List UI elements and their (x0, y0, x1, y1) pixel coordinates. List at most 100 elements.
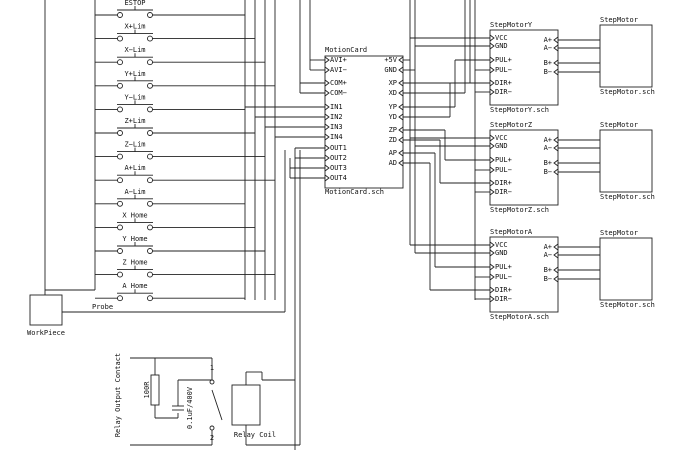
label: WorkPiece (27, 329, 65, 337)
pin (553, 59, 559, 67)
contact (117, 12, 123, 18)
pin (489, 286, 495, 294)
pin (489, 241, 495, 249)
label: DIR+ (495, 179, 512, 187)
label: StepMotor (600, 121, 638, 129)
contact (117, 82, 123, 89)
label: MotionCard (325, 46, 367, 54)
pin (489, 34, 495, 42)
motor (599, 24, 653, 88)
pin (324, 154, 330, 162)
contact (117, 59, 123, 66)
label: A− (544, 251, 552, 259)
label: VCC (495, 34, 508, 42)
label: GND (495, 42, 508, 50)
label: StepMotorZ.sch (490, 206, 549, 214)
pin (489, 142, 495, 150)
contact (117, 106, 123, 113)
label: GND (384, 66, 397, 74)
label: StepMotorY (490, 21, 533, 29)
label: AVI+ (330, 56, 347, 64)
pin (489, 134, 495, 142)
label: OUT4 (330, 174, 347, 182)
label: PUL− (495, 166, 512, 174)
contact (209, 379, 215, 385)
label: StepMotor (600, 229, 638, 237)
pin (489, 88, 495, 96)
label: DIR− (495, 295, 512, 303)
pin (324, 56, 330, 64)
pin (489, 249, 495, 257)
label: StepMotor.sch (600, 88, 655, 96)
label: ZP (389, 126, 397, 134)
pin (398, 79, 404, 87)
label: 1 (210, 364, 214, 372)
label: Y−Lim (124, 93, 145, 101)
label: AD (389, 159, 397, 167)
pin (489, 295, 495, 303)
pin (324, 103, 330, 111)
contact (117, 130, 123, 136)
pin (553, 266, 559, 274)
pin (398, 89, 404, 97)
label: StepMotorZ (490, 121, 532, 129)
label: DIR+ (495, 286, 512, 294)
pin (553, 136, 559, 144)
label: StepMotor (600, 16, 638, 24)
label: StepMotorY.sch (490, 106, 549, 114)
label: AP (389, 149, 397, 157)
pin (324, 123, 330, 131)
label: +5V (384, 56, 397, 64)
pin (398, 126, 404, 134)
label: DIR− (495, 88, 512, 96)
pin (324, 79, 330, 87)
label: VCC (495, 134, 508, 142)
label: VCC (495, 241, 508, 249)
label: IN4 (330, 133, 343, 141)
pin (398, 136, 404, 144)
pin (489, 188, 495, 196)
pin (398, 66, 404, 74)
label: StepMotor.sch (600, 193, 655, 201)
label: X Home (122, 211, 147, 219)
label: StepMotorA (490, 228, 533, 236)
pin (553, 243, 559, 251)
label: GND (495, 142, 508, 150)
pin (553, 168, 559, 176)
pin (324, 164, 330, 172)
label: Y Home (122, 235, 147, 243)
label: X+Lim (124, 23, 145, 31)
pin (398, 113, 404, 121)
pin (489, 56, 495, 64)
pin (324, 174, 330, 182)
label: B− (544, 168, 552, 176)
label: A− (544, 144, 552, 152)
pin (553, 275, 559, 283)
label: PUL+ (495, 263, 512, 271)
pin (553, 159, 559, 167)
pin (398, 149, 404, 157)
pin (489, 273, 495, 281)
label: B− (544, 275, 552, 283)
pin (324, 66, 330, 74)
label: AVI− (330, 66, 347, 74)
label: A+ (544, 243, 552, 251)
label: StepMotor.sch (600, 301, 655, 309)
contact (117, 35, 123, 42)
pin (553, 144, 559, 152)
label: StepMotorA.sch (490, 313, 549, 321)
label: Relay Coil (234, 431, 276, 439)
label: COM+ (330, 79, 347, 87)
label: GND (495, 249, 508, 257)
label: A+ (544, 36, 552, 44)
label: IN1 (330, 103, 343, 111)
pin (489, 66, 495, 74)
label: PUL+ (495, 156, 512, 164)
contact (117, 177, 123, 184)
label: 2 (210, 434, 214, 442)
pin (489, 79, 495, 87)
contact (117, 224, 123, 231)
label: IN2 (330, 113, 343, 121)
label: 100R (143, 381, 151, 399)
